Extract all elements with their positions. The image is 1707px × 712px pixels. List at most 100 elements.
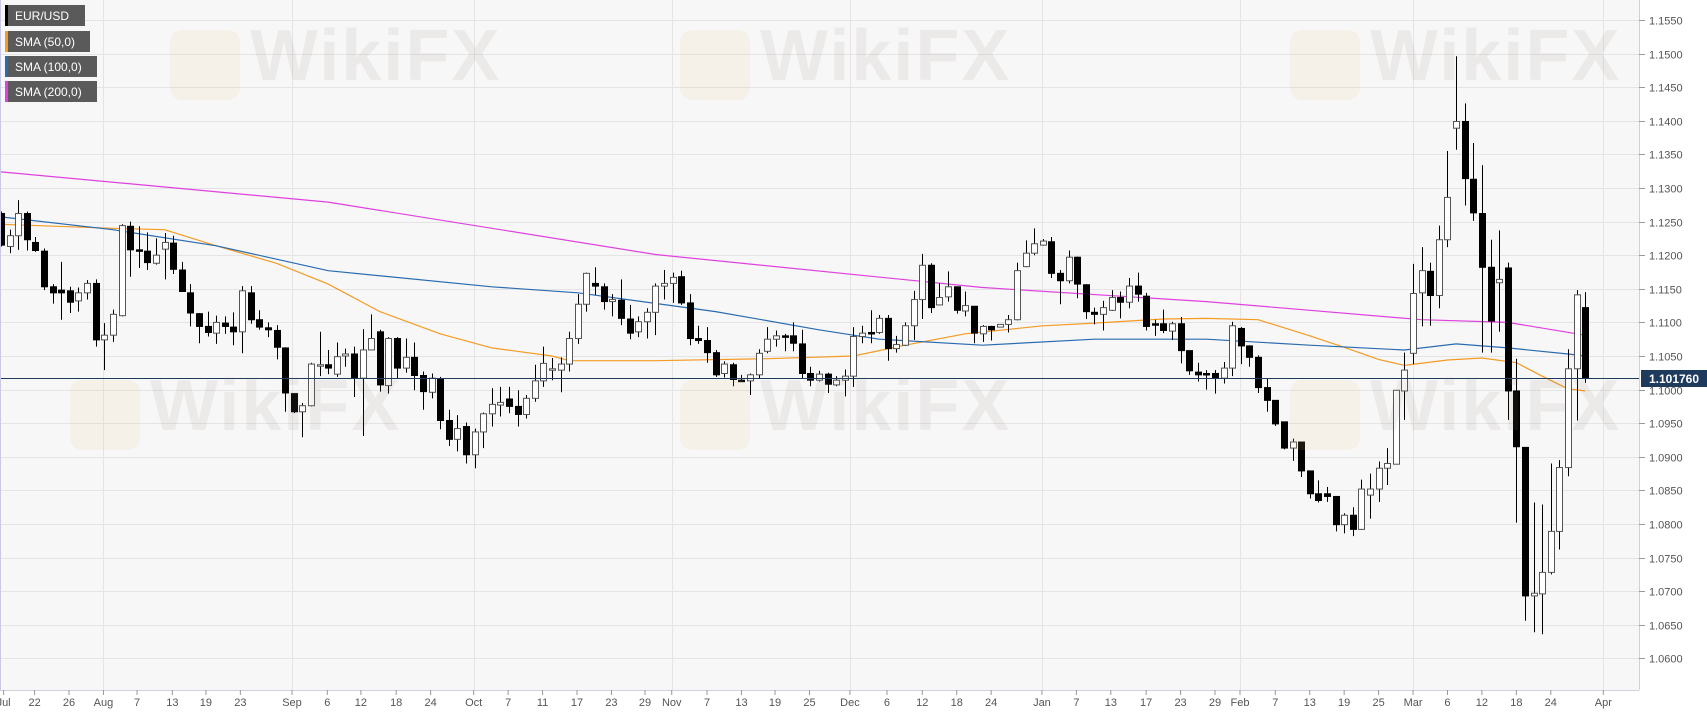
candle-bullish [1109,290,1116,311]
candle-bullish [1376,461,1383,502]
candle-bearish [971,305,978,344]
candle-bullish [480,412,487,449]
x-tick-label: 11 [537,697,548,709]
candle-body [256,319,263,328]
x-tick-label: 18 [951,697,963,709]
y-tick-label: 1.0600 [1649,654,1683,666]
candle-bullish [385,337,392,394]
x-tick-label: 19 [769,697,781,709]
candle-bearish [1315,480,1322,503]
legend-sma-100[interactable]: SMA (100,0) [5,56,97,77]
candle-body [790,335,797,344]
candle-body [928,264,935,309]
legend-sma-200[interactable]: SMA (200,0) [5,81,97,102]
candle-bearish [687,294,694,346]
candle-bearish [205,311,212,337]
candle-body [997,323,1004,328]
x-tick-label: 19 [200,697,212,709]
candle-bullish [1100,300,1107,331]
legend-eurusd[interactable]: EUR/USD [5,5,85,26]
y-tick-label: 1.0950 [1649,419,1683,431]
candle-body [1488,266,1495,322]
candle-body [1272,399,1279,425]
candle-body [144,250,151,264]
candle-body [1186,350,1193,372]
candle-bearish [627,304,634,340]
candle-bearish [1272,399,1279,426]
candle-body [1401,369,1408,392]
candle-body [403,356,410,369]
candle-body [1203,372,1210,376]
candle-bearish [1298,441,1305,477]
candle-body [988,325,995,331]
candle-body [1100,307,1107,315]
candle-bearish [170,235,177,275]
candle-body [317,364,324,367]
candle-body [825,373,832,385]
x-tick-label: 29 [639,697,651,709]
candle-bearish [601,283,608,310]
y-axis[interactable]: 1.1550 1.1500 1.1450 1.1400 1.1350 1.1300 1.12… [1639,16,1683,666]
candle-body [454,428,461,440]
candle-bearish [127,221,134,277]
candle-body [1014,270,1021,321]
candle-body [1384,463,1391,469]
y-tick-label: 1.0850 [1649,486,1683,498]
candle-bearish [1470,142,1477,221]
candle-bearish [222,316,229,334]
candle-body [652,285,659,313]
candle-body [0,213,5,246]
candle-body [265,327,272,331]
candle-bearish [256,310,263,330]
candle-bullish [317,331,324,377]
sma-line-200 [0,171,1586,336]
candle-bullish [919,253,926,320]
x-tick-label: 24 [1545,697,1557,709]
candle-bullish [1539,504,1546,635]
candle-body [222,322,229,327]
candle-body [1582,307,1589,379]
candle-body [1109,297,1116,311]
candle-bearish [325,349,332,375]
candle-body [308,363,315,407]
candle-body [7,235,14,247]
candle-bearish [446,409,453,447]
candle-bearish [1462,103,1469,206]
candle-body [1074,256,1081,285]
candle-body [773,335,780,340]
candle-body [583,272,590,305]
candle-body [1479,213,1486,268]
x-tick-label: Aug [94,697,114,709]
candle-bearish [411,342,418,391]
candle-bearish [463,422,470,464]
candle-bullish [153,238,160,265]
candle-body [954,286,961,311]
x-tick-label: 7 [505,697,511,709]
candle-body [1393,389,1400,465]
legend-sma-50[interactable]: SMA (50,0) [5,31,90,52]
candle-bullish [1556,460,1563,550]
candle-bearish [1264,378,1271,412]
x-tick-label: 25 [803,697,815,709]
candle-bullish [368,314,375,351]
candle-bullish [7,229,14,254]
x-axis[interactable]: Jul 22 26 Aug 7 13 19 23 Sep 6 12 18 24 Oct 7 11 17 23 29 N… [0,690,1612,709]
candle-bullish [1169,321,1176,340]
y-tick-label: 1.1450 [1649,83,1683,95]
candle-body [429,377,436,393]
x-tick-label: 7 [704,697,710,709]
candle-bearish [230,312,237,346]
candle-body [678,276,685,304]
candle-bearish [1135,272,1142,302]
x-tick-label: 12 [916,697,928,709]
candle-bearish [420,371,427,410]
x-tick-label: Jul [0,697,11,709]
candle-body [1556,467,1563,532]
candle-body [1505,267,1512,392]
candle-body [721,363,728,374]
candle-body [532,380,539,399]
candle-body [609,299,616,303]
candle-bearish [1160,309,1167,334]
candle-bullish [1341,513,1348,534]
